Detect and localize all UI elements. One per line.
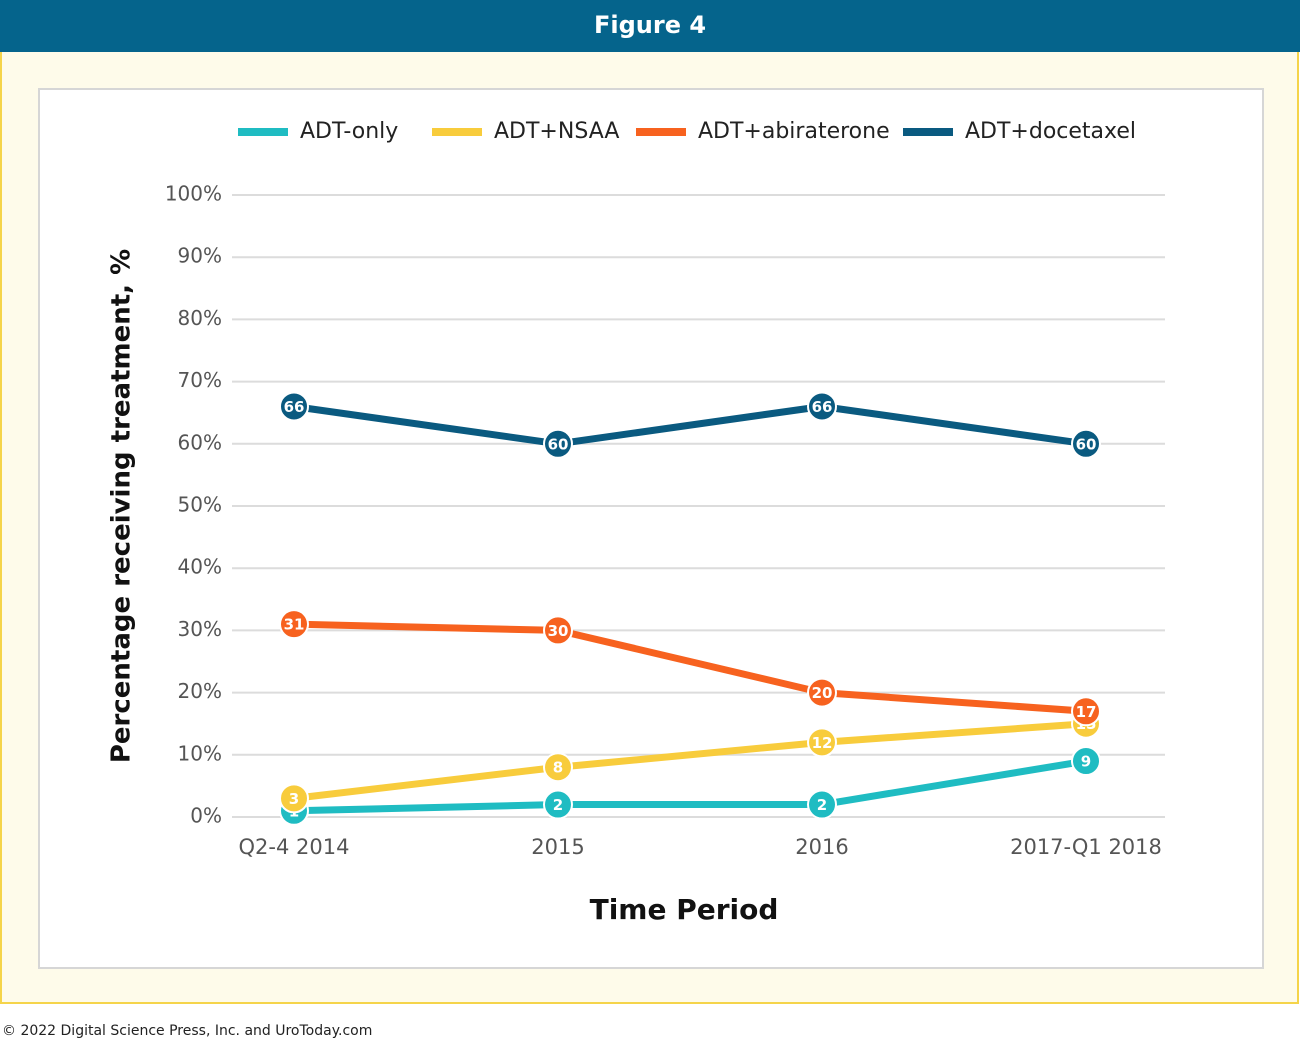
x-tick-label: 2015 [531,835,584,859]
y-tick-label: 10% [178,741,222,765]
data-label: 60 [1076,435,1097,453]
y-axis-title: Percentage receiving treatment, % [107,249,137,763]
point-marker [279,609,309,640]
data-label: 12 [812,734,833,752]
chart-box [38,88,1264,969]
point-marker [807,391,837,422]
point-marker [543,752,573,783]
x-axis-title: Time Period [590,893,779,926]
footer: © 2022 Digital Science Press, Inc. and U… [2,1023,373,1039]
chart: Time Period Percentage receiving treatme… [107,119,1165,926]
y-tick-label: 60% [178,430,222,454]
data-label: 31 [284,616,305,634]
data-label: 66 [812,398,833,416]
legend-label: ADT+NSAA [494,119,619,144]
x-tick-label: 2016 [795,835,848,859]
x-tick-label: 2017-Q1 2018 [1010,835,1162,859]
series-line [293,620,1087,715]
point-marker [279,783,309,814]
data-label: 66 [284,398,305,416]
data-label: 20 [812,684,833,702]
data-label: 2 [817,796,827,814]
y-tick-label: 0% [190,804,222,828]
data-label: 60 [548,435,569,453]
point-marker [543,615,573,646]
point-marker [1071,746,1101,777]
point-marker [807,789,837,820]
y-tick-label: 20% [178,679,222,703]
data-label: 3 [289,790,299,808]
data-label: 2 [553,796,563,814]
y-tick-label: 80% [178,306,222,330]
x-tick-label: Q2-4 2014 [239,835,350,859]
header-title: Figure 4 [0,0,1300,52]
y-tick-label: 70% [178,368,222,392]
data-label: 17 [1076,703,1097,721]
series-line [293,402,1087,448]
y-tick-label: 100% [165,182,222,206]
series-line [293,720,1087,802]
point-marker [279,391,309,422]
legend-label: ADT+docetaxel [965,119,1136,144]
data-label: 8 [553,759,563,777]
point-marker [543,428,573,459]
legend-label: ADT+abiraterone [698,119,890,144]
y-tick-label: 30% [178,617,222,641]
point-marker [807,727,837,758]
point-marker [807,677,837,708]
series-line [293,757,1087,815]
data-label: 9 [1081,753,1091,771]
y-tick-label: 50% [178,493,222,517]
point-marker [1071,696,1101,727]
point-marker [543,789,573,820]
legend-label: ADT-only [300,119,398,144]
y-tick-label: 90% [178,244,222,268]
point-marker [1071,428,1101,459]
y-tick-label: 40% [178,555,222,579]
data-label: 30 [548,622,569,640]
